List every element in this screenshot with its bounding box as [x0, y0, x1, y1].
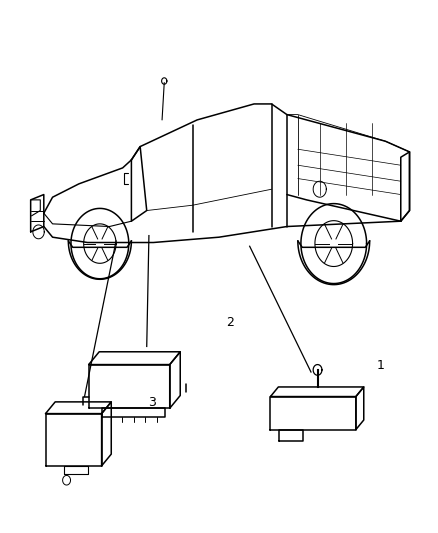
- Text: 2: 2: [226, 316, 234, 329]
- Text: 1: 1: [376, 359, 384, 372]
- Text: 3: 3: [148, 396, 156, 409]
